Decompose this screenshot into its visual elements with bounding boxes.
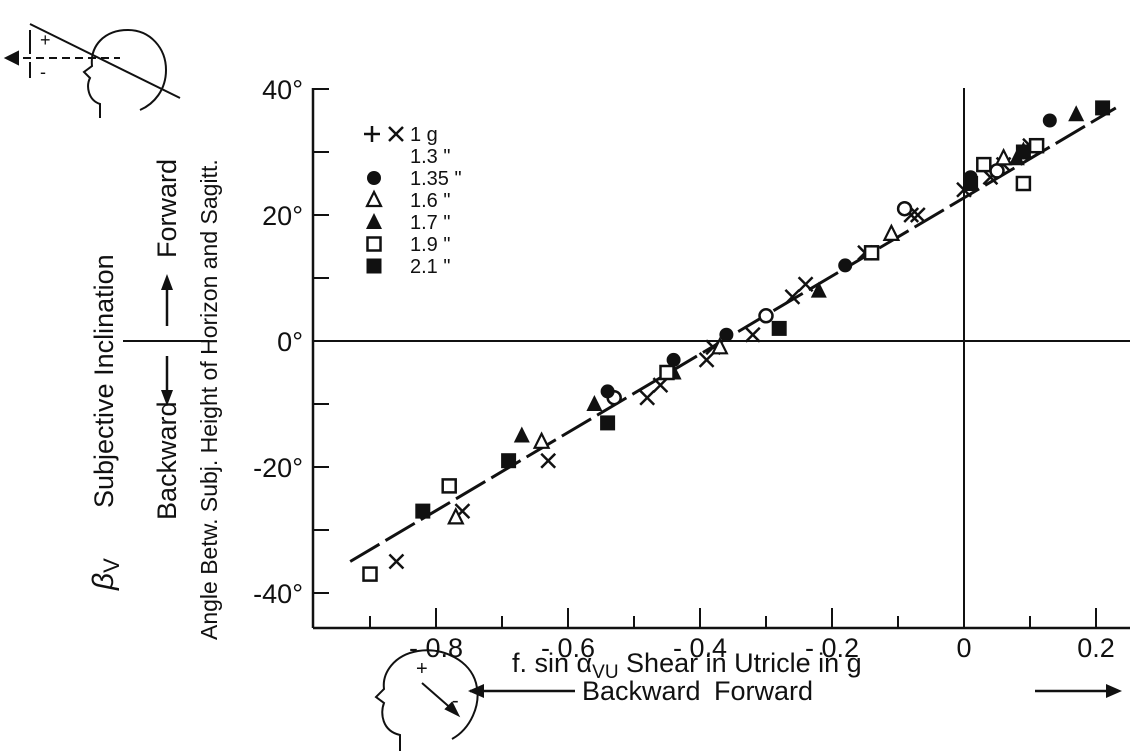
svg-text:-: - (452, 690, 459, 712)
data-point (1028, 137, 1045, 154)
data-point (989, 163, 1005, 179)
arrow-down-head-icon (161, 390, 173, 406)
data-point (388, 553, 405, 570)
data-point (896, 200, 913, 217)
y-axis-forward-label: Forward (152, 159, 182, 258)
legend-label: 1.35 " (410, 168, 462, 190)
legend-label: 1.7 " (410, 212, 450, 234)
legend-item: 1 g (364, 124, 438, 146)
data-point (1068, 105, 1085, 122)
legend-marker (366, 213, 382, 229)
y-axis-main-label: Subjective Inclination (89, 254, 119, 508)
head-tilt-icon: + - (374, 649, 479, 751)
data-point (784, 289, 801, 305)
data-points (362, 100, 1111, 582)
x-axis-label: f. sin αVU Shear in Utricle in g (512, 648, 862, 683)
data-point (963, 176, 979, 191)
data-point (1015, 175, 1032, 192)
data-point (711, 336, 729, 355)
y-axis-symbol: βV (87, 558, 124, 591)
data-point (1095, 100, 1111, 116)
data-point (797, 276, 814, 293)
ticks (313, 88, 1097, 628)
x-direction-forward: Forward (714, 676, 813, 706)
legend-marker (364, 126, 380, 142)
legend-item: 1.6 " (365, 189, 450, 212)
data-point (666, 352, 681, 367)
y-tick-label: -40° (253, 579, 303, 609)
data-point (600, 415, 616, 431)
legend-label: 1.9 " (410, 234, 450, 256)
svg-text:+: + (40, 30, 51, 50)
arrow-left-head-icon (468, 684, 484, 698)
data-point (863, 245, 880, 261)
data-point (1015, 144, 1031, 160)
head-horizon-icon: + - (3, 23, 181, 118)
data-point (758, 308, 774, 324)
x-tick-label: 0 (956, 633, 971, 663)
legend-marker (365, 189, 383, 208)
y-tick-label: -20° (253, 453, 303, 483)
x-tick-label: 0.2 (1077, 633, 1115, 663)
data-point (810, 281, 827, 298)
data-point (838, 258, 853, 273)
legend-item: 1.9 " (366, 234, 450, 256)
data-point (698, 352, 715, 368)
svg-text:+: + (416, 658, 428, 680)
x-tick-label: - 0.2 (805, 633, 859, 663)
y-tick-label: 20° (262, 201, 303, 231)
legend-marker (388, 126, 404, 142)
tick-labels: - 0.8- 0.6- 0.4- 0.2 0 0.2-40°-20°0°20°40° (253, 75, 1115, 663)
arrow-right-head-icon (1106, 684, 1122, 698)
data-point (415, 503, 431, 519)
legend-item: 1.7 " (366, 212, 450, 234)
legend-label: 1.6 " (410, 190, 450, 212)
data-point (771, 320, 787, 336)
data-point (540, 452, 557, 469)
data-point (447, 506, 465, 525)
data-point (719, 327, 734, 342)
x-direction-row: Backward Forward (468, 676, 1122, 706)
legend-label: 1.3 " (410, 146, 450, 168)
data-point (501, 453, 517, 469)
data-point (976, 156, 992, 173)
data-point (909, 207, 926, 223)
legend-item: 1.35 " (367, 168, 462, 190)
legend: 1 g1.3 "1.35 "1.6 "1.7 "1.9 "2.1 " (364, 124, 462, 278)
arrow-up-head-icon (161, 274, 173, 290)
y-tick-label: 40° (262, 75, 303, 105)
fit-line (349, 106, 1117, 563)
data-point (639, 389, 656, 406)
data-point (994, 147, 1013, 166)
legend-marker (366, 236, 382, 252)
data-point (882, 223, 901, 241)
data-point (744, 326, 761, 343)
data-point (659, 364, 675, 381)
y-axis-backward-label: Backward (152, 401, 182, 520)
legend-item: 1.3 " (410, 146, 450, 168)
y-tick-label: 0° (277, 327, 303, 357)
legend-item: 2.1 " (366, 256, 450, 278)
data-point (362, 566, 378, 582)
data-point (652, 377, 669, 393)
legend-label: 1 g (410, 124, 438, 146)
svg-text:-: - (40, 62, 46, 82)
legend-marker (367, 171, 381, 185)
data-point (532, 431, 551, 449)
fit-line-group (349, 106, 1117, 563)
data-point (1042, 113, 1057, 128)
data-point (513, 426, 530, 443)
data-point (600, 384, 615, 399)
x-tick-label: - 0.6 (541, 633, 595, 663)
legend-marker (366, 258, 382, 274)
y-axis-secondary-label: Angle Betw. Subj. Height of Horizon and … (196, 159, 222, 640)
x-tick-label: - 0.4 (673, 633, 727, 663)
legend-label: 2.1 " (410, 256, 450, 278)
x-direction-backward: Backward (582, 676, 701, 706)
data-point (586, 395, 603, 411)
y-axis-label-group: βV Subjective Inclination Backward Forwa… (87, 159, 222, 640)
data-point (441, 478, 457, 494)
